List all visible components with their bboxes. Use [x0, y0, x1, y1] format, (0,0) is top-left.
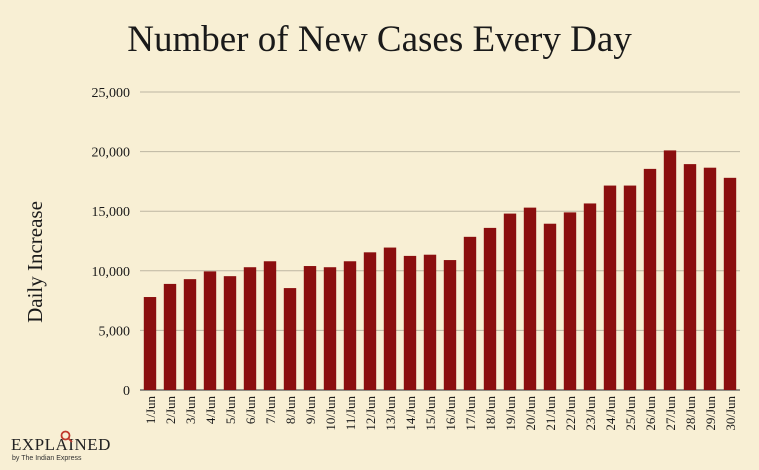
x-tick-label: 24/Jun — [603, 396, 618, 431]
x-tick-label: 18/Jun — [483, 396, 498, 431]
bar-7/Jun — [263, 261, 277, 390]
bar-10/Jun — [323, 267, 337, 390]
x-tick-label: 20/Jun — [523, 396, 538, 431]
bar-9/Jun — [303, 266, 317, 390]
x-tick-label: 5/Jun — [223, 396, 238, 425]
x-tick-label: 2/Jun — [163, 396, 178, 425]
bar-13/Jun — [383, 247, 397, 390]
bar-4/Jun — [203, 271, 217, 390]
bar-2/Jun — [163, 283, 177, 390]
y-tick-label: 10,000 — [92, 265, 131, 280]
bar-23/Jun — [583, 203, 597, 390]
y-tick-label: 20,000 — [92, 146, 131, 161]
x-tick-label: 8/Jun — [283, 396, 298, 425]
y-tick-label: 15,000 — [92, 205, 131, 220]
bar-12/Jun — [363, 252, 377, 390]
x-tick-label: 30/Jun — [723, 396, 738, 431]
x-tick-label: 13/Jun — [383, 396, 398, 431]
bar-22/Jun — [563, 212, 577, 390]
y-axis-ticks: 0 5,000 10,000 15,000 20,000 25,000 — [92, 86, 131, 399]
x-tick-label: 26/Jun — [643, 396, 658, 431]
bar-11/Jun — [343, 261, 357, 390]
y-tick-label: 0 — [123, 384, 130, 399]
x-tick-label: 17/Jun — [463, 396, 478, 431]
bar-18/Jun — [483, 227, 497, 390]
x-tick-label: 9/Jun — [303, 396, 318, 425]
x-tick-label: 29/Jun — [703, 396, 718, 431]
x-tick-label: 14/Jun — [403, 396, 418, 431]
x-tick-label: 27/Jun — [663, 396, 678, 431]
bar-24/Jun — [603, 185, 617, 390]
bar-15/Jun — [423, 254, 437, 390]
bar-26/Jun — [643, 168, 657, 390]
x-tick-label: 1/Jun — [143, 396, 158, 425]
bar-17/Jun — [463, 236, 477, 390]
bars — [143, 150, 737, 390]
bar-20/Jun — [523, 207, 537, 390]
bar-25/Jun — [623, 185, 637, 390]
x-tick-label: 7/Jun — [263, 396, 278, 425]
bar-16/Jun — [443, 260, 457, 390]
x-tick-label: 28/Jun — [683, 396, 698, 431]
x-axis-ticks: 1/Jun 2/Jun 3/Jun 4/Jun 5/Jun 6/Jun 7/Jun 8/Jun… — [143, 396, 738, 431]
x-tick-label: 10/Jun — [323, 396, 338, 431]
bar-6/Jun — [243, 267, 257, 390]
bar-8/Jun — [283, 288, 297, 390]
bar-5/Jun — [223, 276, 237, 390]
x-tick-label: 11/Jun — [343, 396, 358, 431]
bar-28/Jun — [683, 164, 697, 390]
bar-27/Jun — [663, 150, 677, 390]
gridlines — [140, 91, 740, 391]
x-tick-label: 21/Jun — [543, 396, 558, 431]
x-tick-label: 4/Jun — [203, 396, 218, 425]
x-tick-label: 16/Jun — [443, 396, 458, 431]
bar-3/Jun — [183, 279, 197, 390]
x-tick-label: 19/Jun — [503, 396, 518, 431]
x-tick-label: 22/Jun — [563, 396, 578, 431]
x-tick-label: 25/Jun — [623, 396, 638, 431]
y-axis-label: Daily Increase — [23, 201, 47, 323]
x-tick-label: 12/Jun — [363, 396, 378, 431]
explained-logo: EXPLAINED by The Indian Express — [11, 430, 121, 465]
x-tick-label: 6/Jun — [243, 396, 258, 425]
bar-14/Jun — [403, 255, 417, 390]
x-tick-label: 15/Jun — [423, 396, 438, 431]
logo-subtext: by The Indian Express — [12, 455, 82, 462]
bar-29/Jun — [703, 167, 717, 390]
bar-19/Jun — [503, 213, 517, 390]
y-tick-label: 5,000 — [99, 324, 131, 339]
magnifier-icon — [60, 430, 73, 443]
y-tick-label: 25,000 — [92, 86, 131, 101]
x-tick-label: 23/Jun — [583, 396, 598, 431]
bar-1/Jun — [143, 297, 157, 390]
x-tick-label: 3/Jun — [183, 396, 198, 425]
bar-21/Jun — [543, 223, 557, 390]
chart-title: Number of New Cases Every Day — [127, 19, 632, 60]
bar-30/Jun — [723, 177, 737, 390]
logo-text: EXPLAINED — [11, 435, 111, 454]
